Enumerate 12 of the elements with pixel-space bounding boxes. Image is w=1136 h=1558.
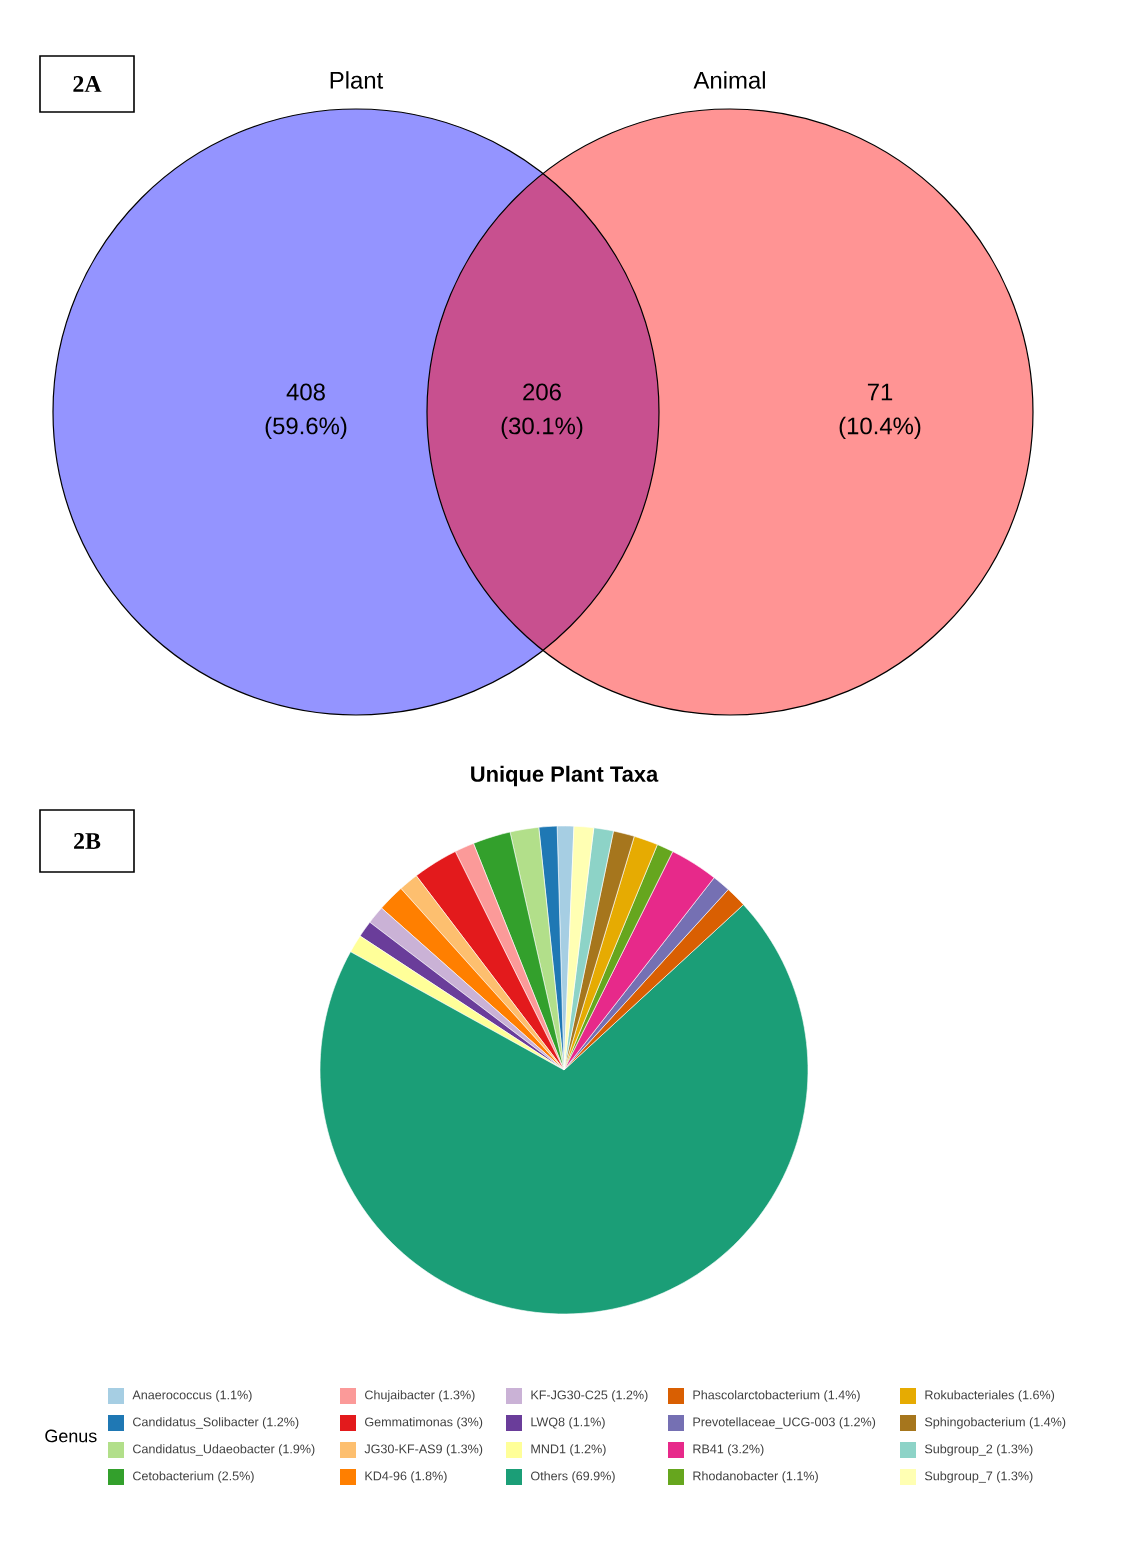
data-label: 71 bbox=[867, 383, 893, 401]
chart-title: Unique Plant Taxa bbox=[471, 765, 659, 787]
text: Animal bbox=[693, 71, 765, 89]
data-label: 408 bbox=[286, 383, 325, 401]
text: 2B bbox=[74, 833, 101, 849]
text: 2A bbox=[73, 76, 102, 92]
text: Plant bbox=[330, 71, 384, 89]
text: (10.4%) bbox=[839, 416, 921, 440]
text: (59.6%) bbox=[265, 416, 347, 440]
text: (30.1%) bbox=[501, 416, 583, 440]
legend-title: Genus bbox=[45, 1429, 97, 1443]
data-label: 206 bbox=[523, 383, 561, 401]
